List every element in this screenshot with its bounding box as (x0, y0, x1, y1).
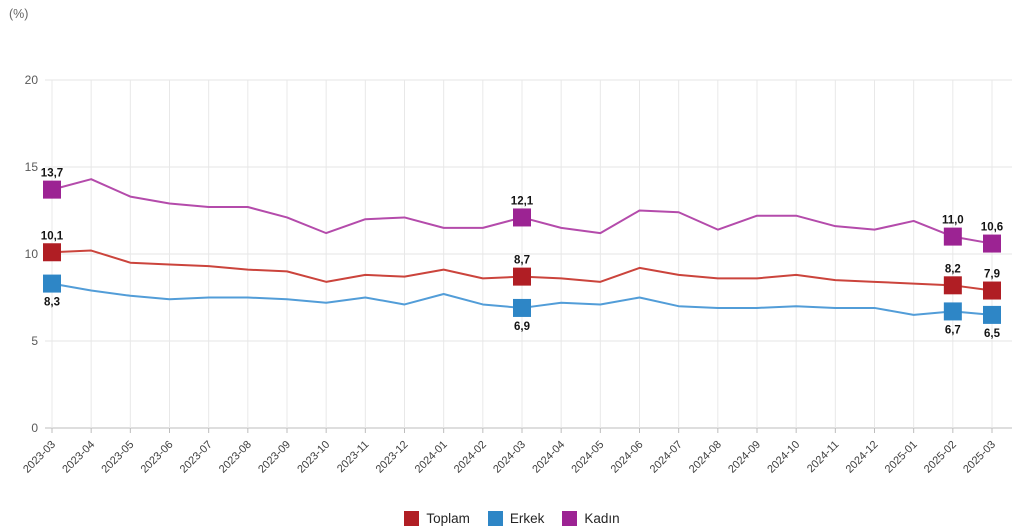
x-tick-label: 2023-07 (178, 439, 215, 476)
marker-erkek-2025-02[interactable] (943, 302, 962, 321)
data-label-erkek-2023-03: 8,3 (44, 297, 60, 309)
marker-toplam-2024-03[interactable] (513, 267, 531, 286)
legend-label-erkek: Erkek (509, 511, 545, 526)
x-tick-label: 2025-01 (883, 439, 920, 476)
data-label-kadin-2025-02: 11,0 (942, 215, 964, 227)
marker-kadin-2025-02[interactable] (943, 227, 962, 246)
x-tick-label: 2024-03 (491, 439, 528, 476)
x-tick-label: 2024-08 (687, 439, 724, 476)
data-label-erkek-2025-02: 6,7 (945, 324, 961, 336)
legend-swatch-kadin (562, 511, 578, 526)
data-label-kadin-2025-03: 10,6 (981, 222, 1003, 234)
x-tick-label: 2025-02 (922, 439, 959, 476)
marker-kadin-2023-03[interactable] (43, 180, 61, 199)
x-tick-label: 2023-10 (295, 439, 332, 476)
y-tick-label: 10 (25, 247, 39, 261)
x-tick-label: 2023-04 (60, 439, 97, 476)
x-tick-label: 2024-10 (765, 439, 802, 476)
x-tick-label: 2023-11 (335, 439, 371, 475)
y-tick-label: 15 (25, 160, 39, 174)
data-label-toplam-2024-03: 8,7 (514, 255, 530, 267)
data-label-kadin-2023-03: 13,7 (41, 168, 63, 180)
x-tick-label: 2023-09 (256, 439, 293, 476)
y-tick-label: 5 (31, 334, 38, 348)
legend-item-kadin[interactable]: Kadın (562, 511, 620, 526)
data-label-toplam-2025-03: 7,9 (984, 269, 1000, 281)
x-tick-label: 2023-12 (374, 439, 411, 476)
x-tick-label: 2023-08 (217, 439, 254, 476)
marker-kadin-2024-03[interactable] (513, 208, 531, 227)
marker-toplam-2025-03[interactable] (983, 281, 1001, 300)
marker-erkek-2024-03[interactable] (513, 298, 531, 317)
data-label-kadin-2024-03: 12,1 (511, 195, 534, 207)
legend-item-erkek[interactable]: Erkek (487, 511, 545, 526)
x-tick-label: 2024-09 (726, 439, 763, 476)
legend-label-kadin: Kadın (584, 511, 620, 526)
data-label-toplam-2025-02: 8,2 (945, 263, 961, 275)
x-tick-label: 2024-02 (452, 439, 489, 476)
x-tick-label: 2023-03 (21, 439, 58, 476)
chart-legend: Toplam Erkek Kadın (0, 511, 1024, 526)
legend-item-toplam[interactable]: Toplam (404, 511, 470, 526)
y-tick-label: 20 (25, 73, 39, 87)
marker-erkek-2023-03[interactable] (43, 274, 61, 293)
x-tick-label: 2024-12 (844, 439, 881, 476)
legend-swatch-erkek (487, 511, 503, 526)
x-tick-label: 2024-04 (530, 439, 567, 476)
x-tick-label: 2024-06 (609, 439, 646, 476)
x-tick-label: 2024-11 (805, 439, 841, 475)
data-label-erkek-2024-03: 6,9 (514, 321, 530, 333)
marker-toplam-2023-03[interactable] (43, 243, 61, 262)
marker-toplam-2025-02[interactable] (943, 276, 962, 295)
x-tick-label: 2024-01 (413, 439, 450, 476)
x-tick-label: 2025-03 (961, 439, 998, 476)
y-axis-unit-label: (%) (9, 7, 29, 21)
x-tick-label: 2023-06 (139, 439, 176, 476)
x-tick-label: 2024-05 (569, 439, 606, 476)
y-tick-label: 0 (31, 421, 38, 435)
marker-kadin-2025-03[interactable] (983, 234, 1001, 253)
marker-erkek-2025-03[interactable] (983, 305, 1001, 324)
data-label-toplam-2023-03: 10,1 (41, 230, 64, 242)
data-label-erkek-2025-03: 6,5 (984, 328, 1001, 340)
legend-swatch-toplam (404, 511, 420, 526)
x-tick-label: 2023-05 (99, 439, 136, 476)
legend-label-toplam: Toplam (426, 511, 470, 526)
x-tick-label: 2024-07 (648, 439, 685, 476)
